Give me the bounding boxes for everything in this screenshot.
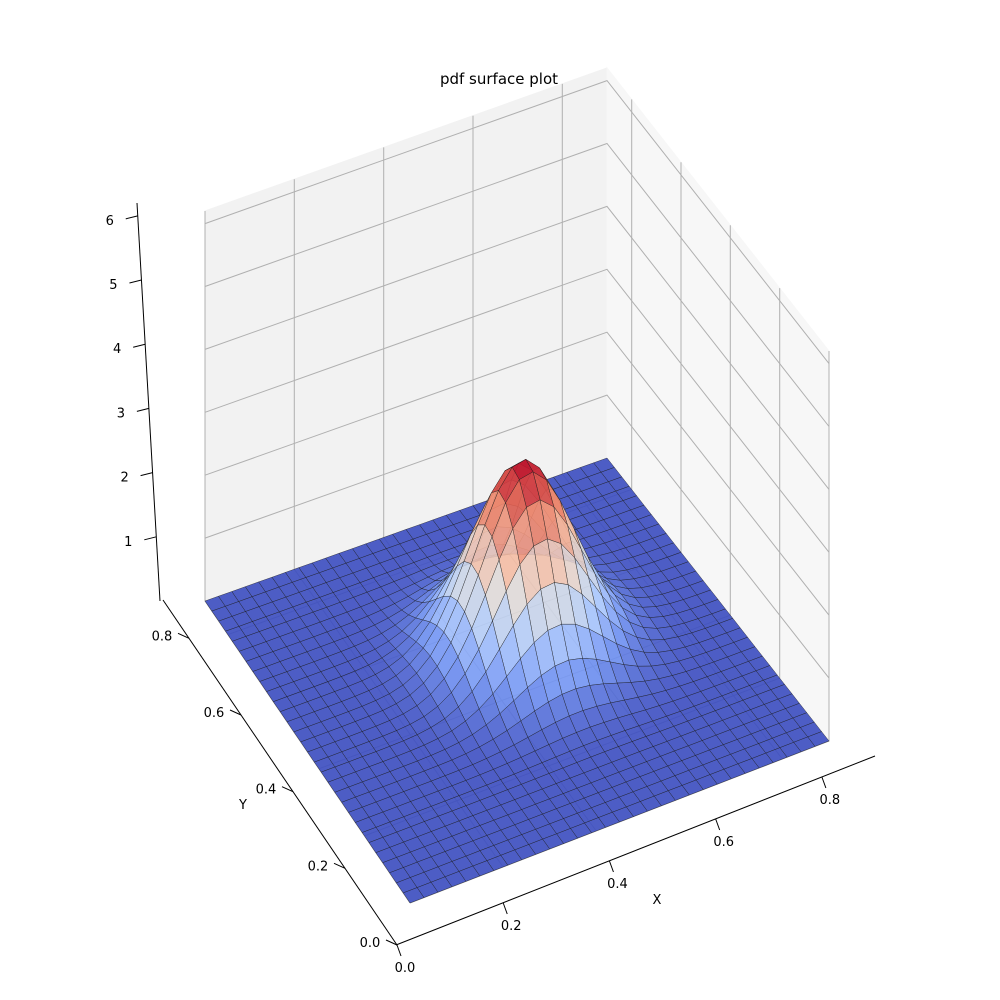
z-tick-label-0: 1 xyxy=(124,535,132,550)
grid-z-4 xyxy=(204,142,830,427)
x-tick-3 xyxy=(715,818,721,831)
y-tick-label-2: 0.4 xyxy=(256,783,277,798)
y-tick-label-0: 0.0 xyxy=(360,936,381,951)
grid-z-5 xyxy=(204,80,830,364)
z-tick-4 xyxy=(129,279,142,284)
x-tick-label-1: 0.2 xyxy=(501,919,522,934)
x-axis-label: X xyxy=(653,893,662,908)
z-axis-line xyxy=(136,202,161,602)
grid-z-3 xyxy=(204,205,830,490)
y-tick-4 xyxy=(177,632,190,639)
z-tick-label-1: 2 xyxy=(120,471,128,486)
axis-ticks: 0.0 0.2 0.4 0.6 0.8 0.0 0.2 0.4 0.6 0.8 1 2 3 4 5 6 xyxy=(106,214,841,976)
z-tick-label-4: 5 xyxy=(109,278,117,293)
x-tick-2 xyxy=(608,860,614,873)
z-tick-2 xyxy=(136,407,149,412)
y-axis-label: Y xyxy=(238,798,247,813)
grid-z-0 xyxy=(204,394,830,679)
x-tick-4 xyxy=(821,776,827,789)
y-tick-label-1: 0.2 xyxy=(308,859,329,874)
z-tick-label-3: 4 xyxy=(113,342,121,357)
x-tick-label-0: 0.0 xyxy=(395,961,416,976)
x-axis-line xyxy=(395,755,876,946)
z-tick-1 xyxy=(140,472,153,477)
x-tick-0 xyxy=(396,944,402,957)
z-tick-label-2: 3 xyxy=(117,406,125,421)
x-tick-label-4: 0.8 xyxy=(820,793,841,808)
y-tick-0 xyxy=(385,939,398,946)
grid-z-1 xyxy=(204,331,830,616)
x-tick-1 xyxy=(502,902,508,915)
z-tick-0 xyxy=(144,536,157,541)
y-tick-label-4: 0.8 xyxy=(152,629,173,644)
y-tick-2 xyxy=(281,786,294,793)
chart-title: pdf surface plot xyxy=(440,70,558,88)
x-tick-label-3: 0.6 xyxy=(713,835,734,850)
x-tick-label-2: 0.4 xyxy=(607,877,628,892)
surface-mesh xyxy=(204,457,830,904)
z-tick-label-5: 6 xyxy=(106,214,114,229)
y-axis-line xyxy=(162,599,398,946)
y-tick-label-3: 0.6 xyxy=(204,706,225,721)
surface-face-0-0 xyxy=(402,887,425,904)
grid-z-2 xyxy=(204,268,830,553)
axis-lines xyxy=(136,202,876,946)
z-tick-3 xyxy=(133,343,146,348)
y-tick-3 xyxy=(229,709,242,716)
y-tick-1 xyxy=(333,862,346,869)
z-tick-5 xyxy=(125,215,138,220)
